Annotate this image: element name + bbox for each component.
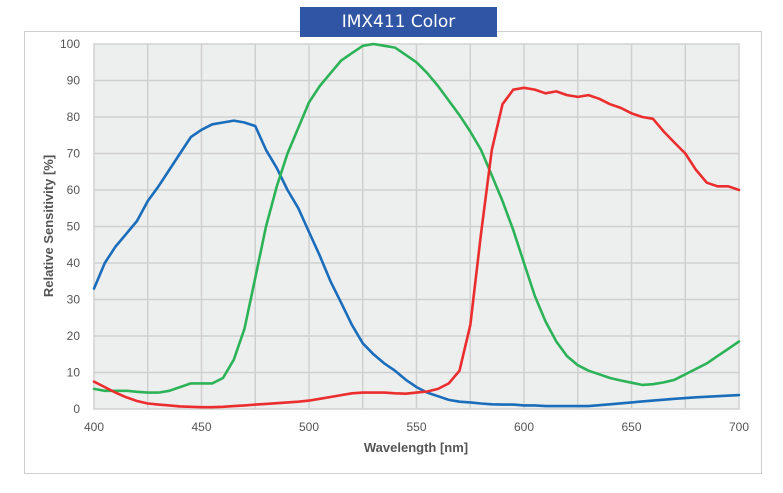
y-tick-label: 60	[67, 183, 81, 197]
x-tick-label: 400	[84, 420, 104, 434]
y-tick-label: 10	[67, 366, 81, 380]
y-tick-label: 100	[60, 37, 80, 51]
y-tick-label: 0	[73, 402, 80, 416]
x-tick-label: 700	[729, 420, 749, 434]
series-line-red	[92, 86, 741, 409]
y-tick-label: 80	[67, 110, 81, 124]
y-axis-ticks: 0 10 20 30 40 50 60 70 80 90 100	[60, 37, 80, 416]
data-series	[92, 42, 741, 409]
x-tick-label: 600	[514, 420, 534, 434]
y-tick-label: 20	[67, 329, 81, 343]
chart-title: IMX411 Color	[300, 7, 497, 37]
x-tick-label: 650	[621, 420, 641, 434]
y-tick-label: 70	[67, 147, 81, 161]
x-axis-label: Wavelength [nm]	[364, 440, 468, 455]
x-tick-label: 450	[191, 420, 211, 434]
x-axis-ticks: 400 450 500 550 600 650 700	[84, 420, 749, 434]
y-axis-label: Relative Sensitivity [%]	[41, 155, 56, 297]
series-line-blue	[92, 119, 741, 408]
y-tick-label: 30	[67, 293, 81, 307]
y-tick-label: 50	[67, 220, 81, 234]
y-tick-label: 40	[67, 256, 81, 270]
x-tick-label: 500	[299, 420, 319, 434]
gridlines	[94, 44, 739, 409]
y-tick-label: 90	[67, 74, 81, 88]
series-line-green	[92, 42, 741, 394]
x-tick-label: 550	[406, 420, 426, 434]
